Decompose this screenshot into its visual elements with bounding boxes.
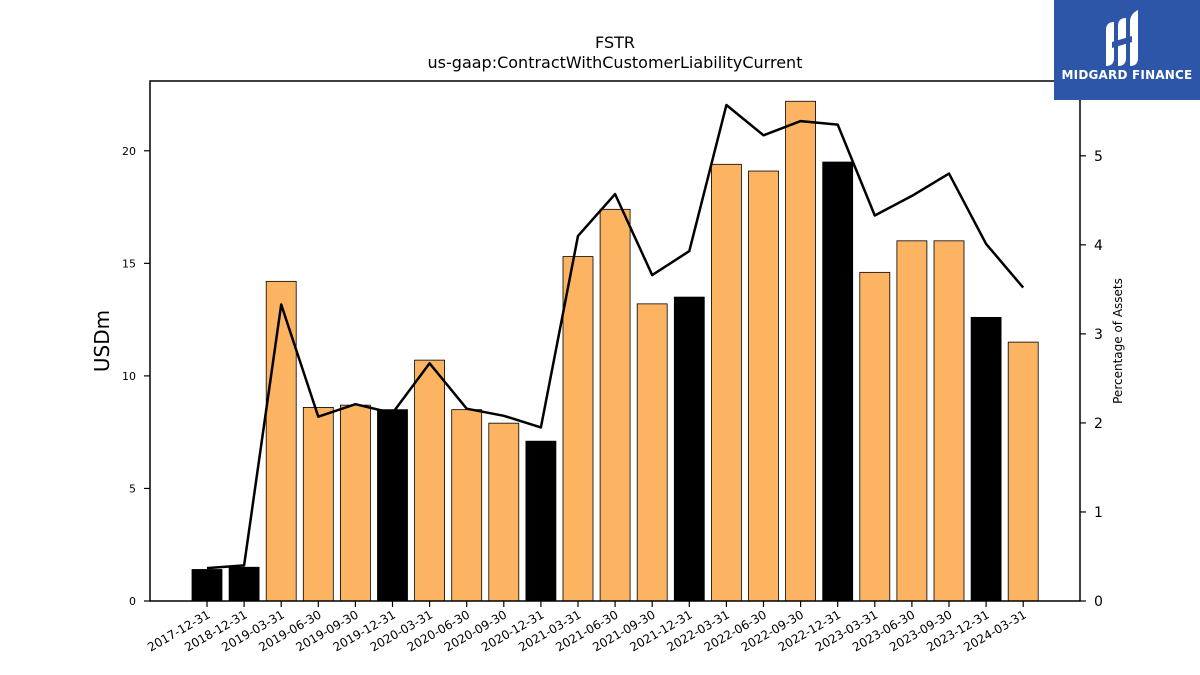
bar-2022-03-31 <box>711 163 742 602</box>
bar-group <box>191 100 1039 602</box>
line-group <box>206 103 1025 570</box>
bar-2020-06-30 <box>451 409 483 602</box>
bar-2022-12-31 <box>822 161 854 602</box>
bar-2019-06-30 <box>302 407 334 602</box>
bar-2020-03-31 <box>414 359 446 602</box>
percentage-line <box>206 103 1025 570</box>
brand-name: MIDGARD FINANCE <box>1061 68 1193 82</box>
bar-2022-09-30 <box>785 100 816 602</box>
y2-tick-label: 3 <box>1094 327 1103 343</box>
bar-2018-12-31 <box>228 566 260 602</box>
bar-2019-09-30 <box>339 404 371 602</box>
y-tick-label: 0 <box>129 595 136 608</box>
bar-2023-06-30 <box>896 240 928 602</box>
bar-2017-12-31 <box>191 569 223 602</box>
brand-logo: MIDGARD FINANCE <box>1054 0 1200 100</box>
y-tick-label: 20 <box>122 145 136 158</box>
bar-2020-12-31 <box>525 440 557 602</box>
bar-2021-12-31 <box>673 296 705 602</box>
bar-2021-06-30 <box>599 208 631 602</box>
bar-2024-03-31 <box>1007 341 1039 602</box>
y-tick-label: 5 <box>129 482 136 495</box>
y2-tick-label: 5 <box>1094 149 1103 165</box>
y2-tick-label: 2 <box>1094 416 1103 432</box>
y2-tick-label: 0 <box>1094 594 1103 610</box>
bar-2019-12-31 <box>377 409 408 602</box>
bar-2019-03-31 <box>265 280 297 602</box>
bar-2021-03-31 <box>562 256 594 602</box>
bar-2021-09-30 <box>636 303 668 602</box>
chart-title: FSTR <box>595 33 635 52</box>
bar-2023-09-30 <box>933 240 965 602</box>
y2-axis-label: Percentage of Assets <box>1111 278 1125 404</box>
bar-2022-06-30 <box>748 170 779 602</box>
y-tick-label: 10 <box>122 370 136 383</box>
y-axis-label: USDm <box>90 310 114 372</box>
bar-2023-12-31 <box>970 316 1002 602</box>
y2-tick-label: 1 <box>1094 505 1103 521</box>
y-tick-label: 15 <box>122 257 136 270</box>
chart-subtitle: us-gaap:ContractWithCustomerLiabilityCur… <box>428 53 803 72</box>
y2-tick-label: 4 <box>1094 238 1103 254</box>
bar-2023-03-31 <box>859 271 891 602</box>
bar-2020-09-30 <box>488 422 520 602</box>
brand-mark-icon <box>1106 10 1138 66</box>
